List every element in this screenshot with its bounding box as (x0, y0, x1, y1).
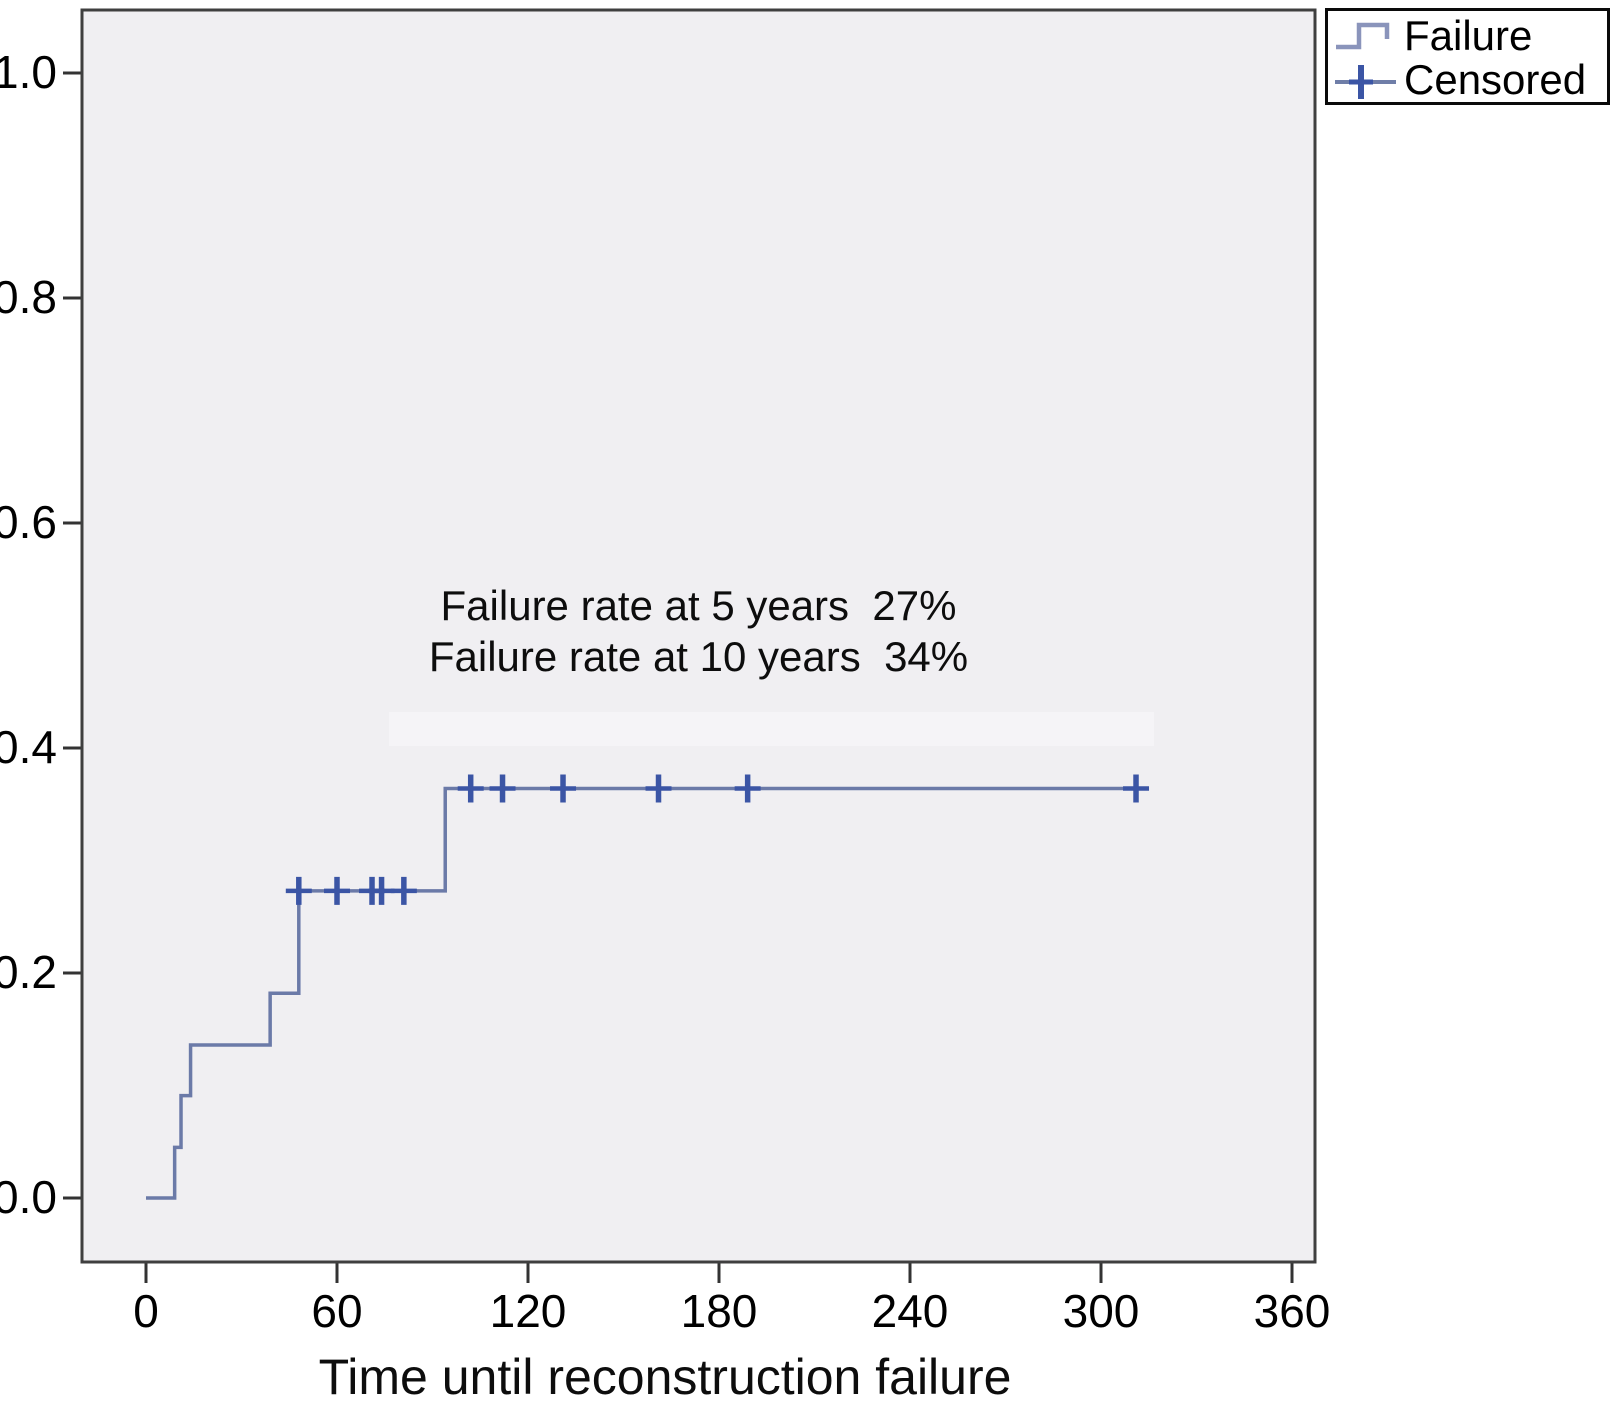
x-tick-label: 240 (872, 1285, 949, 1337)
annotation-line-1: Failure rate at 5 years 27% (440, 582, 957, 629)
legend-label-failure: Failure (1404, 12, 1533, 59)
x-tick-label: 60 (311, 1285, 362, 1337)
annotation-backdrop (389, 712, 1154, 746)
x-tick-label: 360 (1254, 1285, 1331, 1337)
x-axis-title: Time until reconstruction failure (318, 1349, 1012, 1405)
failure-step-icon (1336, 22, 1390, 50)
x-tick-label: 300 (1063, 1285, 1140, 1337)
y-tick-label: 0.0 (0, 1171, 57, 1223)
y-tick-label: 0.4 (0, 721, 57, 773)
x-tick-label: 180 (681, 1285, 758, 1337)
annotation-line-2: Failure rate at 10 years 34% (428, 633, 969, 680)
y-tick-label: 0.6 (0, 496, 57, 548)
plot-area (82, 10, 1315, 1262)
failure-step-line (146, 786, 1137, 1200)
legend-label-censored: Censored (1404, 56, 1587, 103)
y-tick-label: 1.0 (0, 46, 57, 98)
plot-border (80, 8, 1317, 1264)
y-tick-label: 0.2 (0, 946, 57, 998)
x-tick-label: 120 (490, 1285, 567, 1337)
censored-plus-icon (1335, 65, 1396, 99)
legend-row-failure: Failure (1334, 14, 1607, 58)
y-tick-label: 0.8 (0, 271, 57, 323)
legend-row-censored: Censored (1334, 58, 1607, 102)
failure-rate-annotation: Failure rate at 5 years 27% Failure rate… (82, 580, 1315, 682)
legend: Failure Censored (1325, 8, 1610, 105)
x-tick-label: 0 (133, 1285, 159, 1337)
